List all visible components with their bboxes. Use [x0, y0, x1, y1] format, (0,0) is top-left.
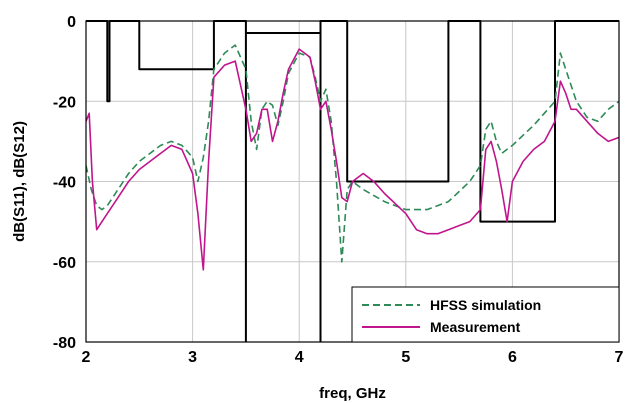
- tick-labels: 2 3 4 5 6 7 0 -20 -40 -60 -80: [53, 14, 624, 366]
- series-line-s12-mask-3: [244, 32, 322, 342]
- x-tick-label: 6: [508, 349, 517, 366]
- x-tick-label: 2: [82, 349, 91, 366]
- legend: HFSS simulation Measurement: [351, 286, 620, 343]
- series-line-s12-1: [86, 48, 619, 271]
- legend-box: [351, 286, 620, 343]
- series-line-s11-mask-2: [86, 20, 619, 223]
- y-tick-label: -60: [53, 255, 76, 272]
- x-tick-label: 3: [188, 349, 197, 366]
- y-tick-label: -80: [53, 335, 76, 352]
- x-tick-label: 7: [615, 349, 624, 366]
- y-tick-label: 0: [67, 14, 76, 31]
- x-axis-label: freq, GHz: [319, 385, 386, 402]
- series-line-s12-0: [86, 44, 619, 263]
- x-tick-label: 5: [401, 349, 410, 366]
- y-tick-label: -20: [53, 94, 76, 111]
- legend-label-hfss: HFSS simulation: [430, 297, 541, 313]
- y-axis-label: dB(S11), dB(S12): [11, 121, 28, 242]
- series-layer: [86, 20, 619, 342]
- legend-label-measurement: Measurement: [430, 319, 521, 335]
- x-tick-label: 4: [295, 349, 304, 366]
- y-tick-label: -40: [53, 175, 76, 192]
